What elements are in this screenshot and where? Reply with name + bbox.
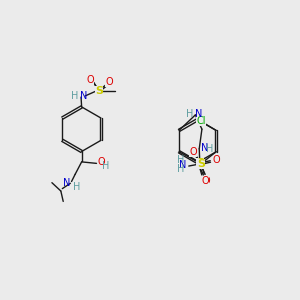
Text: O: O bbox=[202, 176, 209, 186]
Text: Cl: Cl bbox=[196, 116, 206, 126]
Text: O: O bbox=[105, 77, 113, 87]
Text: O: O bbox=[98, 158, 105, 167]
Text: N: N bbox=[195, 109, 202, 119]
Text: O: O bbox=[87, 76, 94, 85]
Text: O: O bbox=[202, 176, 210, 186]
Text: S: S bbox=[196, 158, 204, 168]
Text: H: H bbox=[73, 182, 80, 192]
Text: H: H bbox=[177, 155, 184, 165]
Text: H: H bbox=[186, 109, 193, 119]
Text: N: N bbox=[80, 91, 88, 101]
Text: H: H bbox=[71, 91, 78, 101]
Text: N: N bbox=[201, 142, 208, 153]
Text: S: S bbox=[95, 85, 103, 96]
Text: H: H bbox=[102, 161, 109, 171]
Text: N: N bbox=[179, 160, 186, 170]
Text: O: O bbox=[213, 154, 220, 164]
Text: H: H bbox=[177, 164, 184, 174]
Text: S: S bbox=[197, 159, 205, 169]
Text: O: O bbox=[189, 147, 197, 157]
Text: H: H bbox=[206, 144, 213, 154]
Text: N: N bbox=[63, 178, 70, 188]
